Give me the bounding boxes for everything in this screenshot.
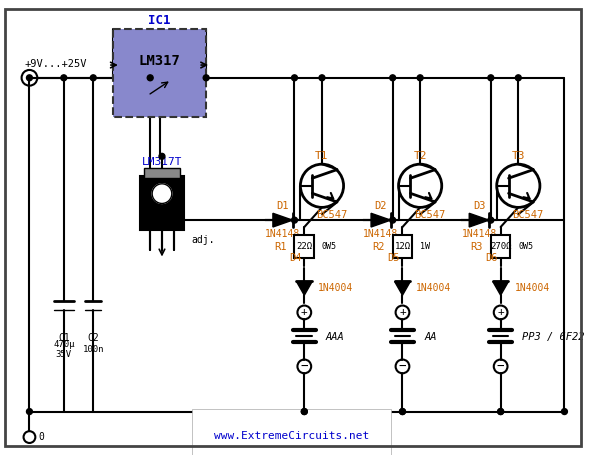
- Text: AAA: AAA: [326, 332, 344, 342]
- Text: D1: D1: [276, 202, 289, 212]
- Bar: [145, 83, 174, 92]
- Text: 1N4148: 1N4148: [461, 229, 497, 239]
- Polygon shape: [297, 282, 312, 295]
- Text: R1: R1: [274, 242, 287, 252]
- Polygon shape: [273, 213, 293, 227]
- Polygon shape: [493, 282, 509, 295]
- Text: +: +: [497, 308, 504, 318]
- Bar: [491, 235, 510, 258]
- Circle shape: [498, 409, 504, 415]
- Bar: [294, 235, 314, 258]
- Text: 1N4004: 1N4004: [416, 283, 451, 293]
- Text: AA: AA: [424, 332, 436, 342]
- Circle shape: [488, 75, 494, 81]
- FancyBboxPatch shape: [113, 29, 206, 117]
- Text: 1W: 1W: [420, 242, 430, 251]
- Circle shape: [152, 184, 172, 203]
- Circle shape: [319, 75, 325, 81]
- Text: C2: C2: [87, 333, 99, 343]
- Circle shape: [61, 75, 67, 81]
- Text: LM317T: LM317T: [141, 157, 182, 167]
- Text: 0: 0: [38, 432, 44, 442]
- Circle shape: [399, 409, 405, 415]
- Circle shape: [562, 409, 567, 415]
- Text: LM317: LM317: [139, 54, 180, 68]
- Text: R3: R3: [470, 242, 483, 252]
- Text: 270Ω: 270Ω: [490, 242, 512, 251]
- Text: 1N4004: 1N4004: [515, 283, 550, 293]
- Text: D5: D5: [387, 253, 399, 263]
- Text: D3: D3: [473, 202, 485, 212]
- Text: adj.: adj.: [192, 235, 215, 245]
- Text: 0W5: 0W5: [518, 242, 533, 251]
- Text: 12Ω: 12Ω: [395, 242, 411, 251]
- Circle shape: [301, 409, 307, 415]
- Polygon shape: [469, 213, 489, 227]
- Circle shape: [390, 217, 396, 223]
- Text: −: −: [300, 360, 308, 373]
- Circle shape: [301, 409, 307, 415]
- Text: T1: T1: [315, 152, 329, 162]
- Text: +: +: [399, 308, 406, 318]
- Text: 0W5: 0W5: [322, 242, 337, 251]
- Text: PP3 / 6F22: PP3 / 6F22: [522, 332, 584, 342]
- Text: −: −: [399, 360, 406, 373]
- Text: BC547: BC547: [414, 210, 445, 220]
- Circle shape: [498, 409, 504, 415]
- Text: www.ExtremeCircuits.net: www.ExtremeCircuits.net: [214, 431, 369, 441]
- Text: D4: D4: [289, 253, 301, 263]
- Text: T3: T3: [512, 152, 525, 162]
- Text: 1N4148: 1N4148: [363, 229, 399, 239]
- Circle shape: [417, 75, 423, 81]
- Circle shape: [291, 75, 297, 81]
- Text: R2: R2: [373, 242, 385, 252]
- Circle shape: [159, 153, 165, 159]
- Polygon shape: [395, 282, 410, 295]
- Text: BC547: BC547: [512, 210, 544, 220]
- Polygon shape: [371, 213, 390, 227]
- Bar: [144, 168, 180, 178]
- Text: +: +: [26, 73, 33, 83]
- Circle shape: [26, 409, 32, 415]
- Text: D2: D2: [375, 202, 387, 212]
- Circle shape: [515, 75, 521, 81]
- Circle shape: [390, 75, 396, 81]
- Circle shape: [203, 75, 209, 81]
- Text: IC1: IC1: [148, 15, 171, 27]
- Text: 100n: 100n: [82, 345, 104, 354]
- Text: T2: T2: [413, 152, 427, 162]
- Bar: [140, 176, 183, 230]
- Text: 470μ
35V: 470μ 35V: [53, 340, 75, 359]
- Circle shape: [90, 75, 96, 81]
- Circle shape: [171, 217, 177, 223]
- Circle shape: [291, 217, 297, 223]
- Circle shape: [26, 75, 32, 81]
- Text: 1N4004: 1N4004: [318, 283, 353, 293]
- Circle shape: [399, 409, 405, 415]
- Text: BC547: BC547: [316, 210, 347, 220]
- Text: +9V...+25V: +9V...+25V: [24, 59, 87, 69]
- Circle shape: [488, 217, 494, 223]
- Text: +: +: [301, 308, 307, 318]
- Text: C1: C1: [58, 333, 70, 343]
- Circle shape: [147, 75, 153, 81]
- Bar: [393, 235, 413, 258]
- Text: D6: D6: [485, 253, 498, 263]
- Text: 22Ω: 22Ω: [296, 242, 312, 251]
- Text: 1N4148: 1N4148: [265, 229, 300, 239]
- Text: −: −: [497, 360, 504, 373]
